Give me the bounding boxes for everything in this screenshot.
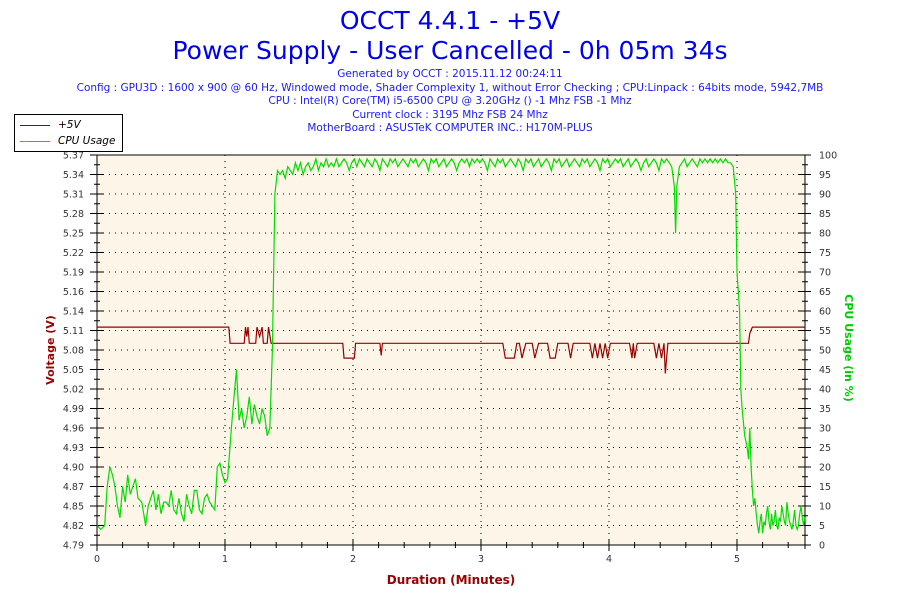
left-tick-label: 4.79: [63, 541, 84, 552]
left-tick-label: 5.34: [63, 170, 84, 181]
left-tick-label: 5.11: [63, 326, 84, 337]
left-tick-label: 5.08: [63, 346, 84, 357]
legend-item-voltage: +5V: [15, 117, 81, 133]
left-tick-label: 4.96: [63, 424, 84, 435]
left-tick-label: 5.37: [63, 151, 84, 162]
right-tick-label: 0: [819, 541, 825, 552]
info-cpu: CPU : Intel(R) Core(TM) i5-6500 CPU @ 3.…: [268, 95, 632, 107]
series-cpu-line: [96, 156, 806, 534]
info-motherboard: MotherBoard : ASUSTeK COMPUTER INC.: H17…: [307, 122, 593, 134]
series-voltage-line: [97, 326, 805, 374]
x-tick-label: 5: [734, 554, 740, 565]
left-tick-label: 4.85: [63, 502, 84, 513]
info-generated: Generated by OCCT : 2015.11.12 00:24:11: [337, 68, 563, 80]
left-tick-label: 4.99: [63, 404, 84, 415]
left-tick-label: 5.16: [63, 287, 84, 298]
right-tick-label: 90: [819, 190, 831, 201]
right-tick-label: 45: [819, 365, 831, 376]
left-tick-label: 4.93: [63, 443, 84, 454]
chart-title: OCCT 4.4.1 - +5V: [339, 6, 561, 35]
chart-legend: +5V CPU Usage: [14, 114, 123, 152]
legend-label-voltage: +5V: [58, 119, 81, 131]
right-tick-label: 95: [819, 170, 831, 181]
x-tick-label: 4: [606, 554, 612, 565]
legend-swatch-voltage: [20, 124, 50, 126]
right-tick-label: 85: [819, 209, 831, 220]
right-tick-label: 40: [819, 385, 831, 396]
right-tick-label: 50: [819, 346, 831, 357]
left-tick-label: 5.02: [63, 385, 84, 396]
left-tick-label: 4.82: [63, 521, 84, 532]
right-tick-label: 15: [819, 482, 831, 493]
right-tick-label: 100: [819, 151, 837, 162]
right-tick-label: 25: [819, 443, 831, 454]
left-tick-label: 4.87: [63, 482, 84, 493]
right-tick-label: 20: [819, 463, 831, 474]
legend-label-cpu: CPU Usage: [58, 135, 116, 147]
right-axis-title: CPU Usage (in %): [842, 294, 855, 401]
right-tick-label: 75: [819, 248, 831, 259]
left-tick-label: 5.22: [63, 248, 84, 259]
right-tick-label: 35: [819, 404, 831, 415]
x-axis-title: Duration (Minutes): [387, 573, 515, 587]
left-tick-label: 5.31: [63, 190, 84, 201]
info-config: Config : GPU3D : 1600 x 900 @ 60 Hz, Win…: [76, 81, 824, 94]
left-tick-label: 5.14: [63, 307, 84, 318]
left-tick-label: 4.90: [63, 463, 84, 474]
right-tick-label: 70: [819, 268, 831, 279]
chart-subtitle: Power Supply - User Cancelled - 0h 05m 3…: [172, 36, 728, 65]
right-tick-label: 80: [819, 229, 831, 240]
info-clock: Current clock : 3195 Mhz FSB 24 Mhz: [352, 108, 548, 121]
x-tick-label: 3: [478, 554, 484, 565]
left-tick-label: 5.05: [63, 365, 84, 376]
right-tick-label: 30: [819, 424, 831, 435]
left-tick-label: 5.25: [63, 229, 84, 240]
x-tick-label: 2: [350, 554, 356, 565]
x-tick-label: 0: [94, 554, 100, 565]
x-tick-label: 1: [222, 554, 228, 565]
chart-info-block: Generated by OCCT : 2015.11.12 00:24:11 …: [0, 68, 900, 136]
right-tick-label: 60: [819, 307, 831, 318]
right-tick-label: 10: [819, 502, 831, 513]
left-tick-label: 5.28: [63, 209, 84, 220]
right-tick-label: 65: [819, 287, 831, 298]
left-axis-title: Voltage (V): [44, 315, 57, 385]
right-tick-label: 5: [819, 521, 825, 532]
right-tick-label: 55: [819, 326, 831, 337]
legend-item-cpu: CPU Usage: [15, 133, 115, 149]
left-tick-label: 5.19: [63, 268, 84, 279]
legend-swatch-cpu: [20, 140, 50, 142]
